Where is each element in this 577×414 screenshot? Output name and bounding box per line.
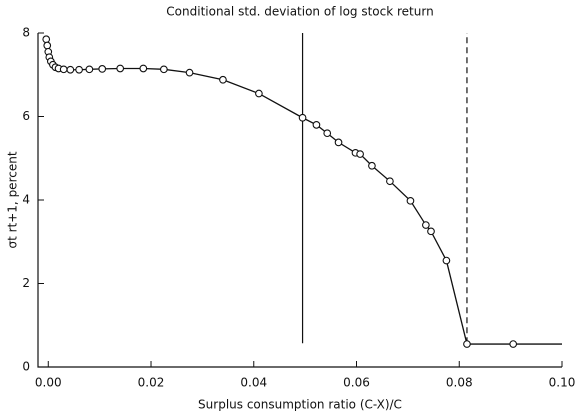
point	[509, 340, 518, 348]
x-axis-label: Surplus consumption ratio (C-X)/C	[198, 398, 402, 412]
y-tick-label: 8	[22, 26, 30, 40]
point	[356, 150, 364, 158]
x-tick-label: 0.00	[35, 376, 62, 390]
point	[406, 196, 415, 205]
point	[75, 65, 83, 74]
y-tick-label: 2	[22, 276, 30, 290]
axes	[37, 33, 562, 368]
line	[45, 39, 562, 345]
point	[463, 340, 471, 348]
x-tick-label: 0.08	[446, 376, 473, 390]
point	[312, 120, 321, 129]
point	[98, 65, 107, 73]
x-tick-label: 0.06	[343, 376, 370, 390]
y-tick-label: 0	[22, 360, 30, 374]
point	[386, 177, 394, 186]
point	[334, 138, 343, 147]
y-tick-label: 4	[22, 193, 30, 207]
point	[427, 227, 435, 236]
point	[42, 35, 51, 44]
point	[160, 65, 168, 74]
point	[323, 129, 332, 138]
x-tick-label: 0.10	[549, 376, 576, 390]
y-tick-label: 6	[22, 109, 30, 123]
point	[219, 75, 227, 84]
chart-title: Conditional std. deviation of log stock …	[166, 5, 433, 19]
y-axis-label: σt rt+1, percent	[6, 151, 20, 248]
point	[59, 65, 68, 74]
point	[66, 65, 75, 74]
point	[85, 65, 94, 74]
point	[298, 113, 307, 122]
point	[368, 161, 376, 170]
point	[185, 68, 194, 77]
x-tick-label: 0.04	[240, 376, 267, 390]
point	[116, 64, 125, 73]
x-tick-label: 0.02	[138, 376, 165, 390]
point	[139, 64, 148, 73]
point	[422, 221, 430, 229]
point	[442, 256, 451, 265]
point	[255, 89, 263, 98]
point	[43, 41, 52, 50]
